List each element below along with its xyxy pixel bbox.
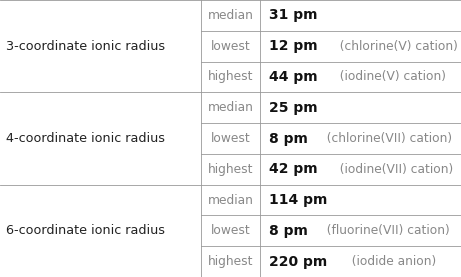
Text: 8 pm: 8 pm [269,132,307,145]
Text: 25 pm: 25 pm [269,101,317,115]
Text: 42 pm: 42 pm [269,162,317,176]
Text: (chlorine(V) cation): (chlorine(V) cation) [331,40,457,53]
Text: 31 pm: 31 pm [269,8,317,22]
Text: 3-coordinate ionic radius: 3-coordinate ionic radius [6,40,165,53]
Text: (chlorine(VII) cation): (chlorine(VII) cation) [319,132,452,145]
Text: (iodine(VII) cation): (iodine(VII) cation) [331,163,453,176]
Text: highest: highest [208,255,253,268]
Text: highest: highest [208,70,253,83]
Text: 6-coordinate ionic radius: 6-coordinate ionic radius [6,224,165,237]
Text: 44 pm: 44 pm [269,70,317,84]
Text: (iodine(V) cation): (iodine(V) cation) [331,70,445,83]
Text: highest: highest [208,163,253,176]
Text: median: median [207,9,254,22]
Text: 114 pm: 114 pm [269,193,327,207]
Text: median: median [207,101,254,114]
Text: 4-coordinate ionic radius: 4-coordinate ionic radius [6,132,165,145]
Text: (fluorine(VII) cation): (fluorine(VII) cation) [319,224,449,237]
Text: 8 pm: 8 pm [269,224,307,238]
Text: lowest: lowest [211,224,250,237]
Text: 12 pm: 12 pm [269,39,317,53]
Text: 220 pm: 220 pm [269,255,327,269]
Text: (iodide anion): (iodide anion) [344,255,436,268]
Text: median: median [207,194,254,207]
Text: lowest: lowest [211,132,250,145]
Text: lowest: lowest [211,40,250,53]
